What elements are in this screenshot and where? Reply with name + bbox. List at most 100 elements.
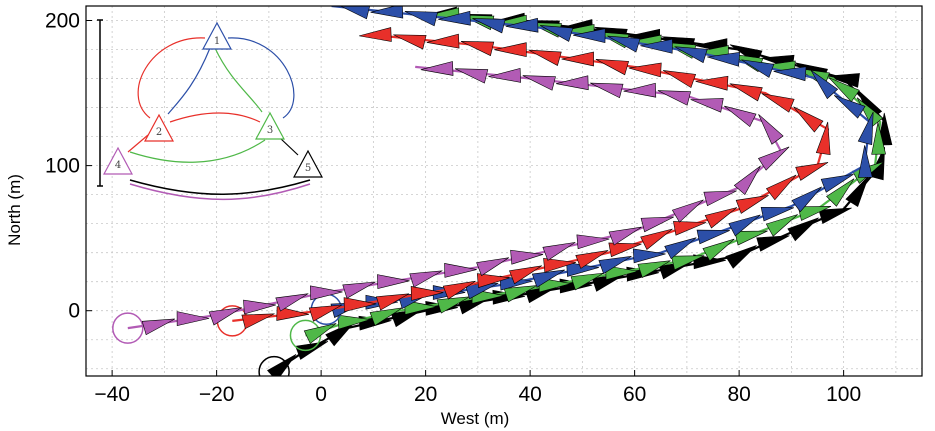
heading-marker xyxy=(725,245,757,269)
heading-marker xyxy=(208,307,242,326)
heading-marker xyxy=(674,46,708,64)
heading-marker xyxy=(608,242,642,258)
heading-marker xyxy=(664,237,697,260)
heading-marker xyxy=(704,207,738,229)
node-3: 3 xyxy=(254,111,286,140)
heading-marker xyxy=(509,265,543,285)
x-tick-label: 20 xyxy=(414,383,437,406)
heading-marker xyxy=(657,90,692,106)
heading-marker xyxy=(426,33,460,49)
heading-marker xyxy=(575,250,609,269)
y-tick-label: 200 xyxy=(45,10,80,33)
heading-marker xyxy=(505,17,539,33)
heading-marker xyxy=(845,175,870,208)
heading-marker xyxy=(454,68,489,84)
heading-marker xyxy=(275,293,309,312)
heading-marker xyxy=(605,265,638,281)
heading-marker xyxy=(343,297,377,312)
x-tick-label: 0 xyxy=(315,383,327,406)
heading-marker xyxy=(815,121,831,155)
node-4-label: 4 xyxy=(115,160,121,171)
heading-marker xyxy=(476,273,510,288)
heading-marker xyxy=(522,75,556,91)
edge-1-2b xyxy=(167,47,211,115)
heading-marker xyxy=(420,61,454,76)
heading-marker xyxy=(662,70,697,89)
heading-marker xyxy=(628,62,662,78)
start-marker xyxy=(258,355,290,376)
heading-marker xyxy=(797,206,832,221)
heading-marker xyxy=(640,38,673,54)
heading-marker xyxy=(707,51,741,67)
heading-marker xyxy=(826,73,860,88)
heading-marker xyxy=(793,106,824,133)
x-tick-label: 40 xyxy=(518,383,541,406)
heading-marker xyxy=(590,82,624,99)
heading-marker xyxy=(561,51,594,67)
heading-marker xyxy=(573,28,606,44)
heading-marker xyxy=(818,207,852,224)
heading-marker xyxy=(375,293,410,311)
grid xyxy=(86,6,922,376)
x-tick-label: −40 xyxy=(94,383,130,406)
heading-marker xyxy=(409,270,443,288)
x-axis-label: West (m) xyxy=(441,409,510,428)
heading-marker xyxy=(632,248,666,264)
heading-marker xyxy=(404,11,438,27)
heading-marker xyxy=(531,269,565,288)
heading-marker xyxy=(640,216,674,233)
edge-1-2 xyxy=(137,37,206,119)
heading-marker xyxy=(623,82,657,98)
heading-marker xyxy=(765,214,798,237)
node-4: 4 xyxy=(102,146,134,175)
heading-marker xyxy=(436,296,470,314)
heading-marker xyxy=(758,146,790,171)
heading-marker xyxy=(703,190,737,207)
heading-marker xyxy=(673,221,707,236)
heading-marker xyxy=(608,226,642,246)
edge-1-3 xyxy=(214,47,263,113)
plot-frame xyxy=(85,5,923,377)
edge-4-5b xyxy=(129,183,311,201)
heading-marker xyxy=(276,306,309,321)
heading-marker xyxy=(342,281,376,299)
y-axis-label: North (m) xyxy=(5,174,24,246)
x-tick-label: −20 xyxy=(199,383,235,406)
heading-marker xyxy=(295,341,329,360)
heading-marker xyxy=(607,35,641,53)
heading-marker xyxy=(472,18,506,34)
heading-marker xyxy=(758,114,784,145)
heading-marker xyxy=(570,272,604,291)
x-tick-label: 60 xyxy=(623,383,646,406)
heading-marker xyxy=(696,229,730,245)
heading-marker xyxy=(857,111,874,146)
heading-marker xyxy=(303,323,337,344)
heading-marker xyxy=(528,49,562,66)
heading-marker xyxy=(510,249,544,265)
heading-marker xyxy=(640,228,673,250)
heading-marker xyxy=(690,98,724,113)
heading-marker xyxy=(494,42,527,58)
heading-marker xyxy=(833,95,866,119)
x-tick-label: 80 xyxy=(727,383,750,406)
heading-marker xyxy=(724,105,757,128)
heading-marker xyxy=(444,263,477,278)
heading-marker xyxy=(671,199,704,223)
network-inset: 1 2 3 4 5 xyxy=(97,19,324,201)
edge-2-3 xyxy=(169,112,261,123)
heading-marker xyxy=(728,214,761,237)
heading-marker xyxy=(310,285,343,301)
heading-marker xyxy=(787,217,819,242)
heading-marker xyxy=(826,178,855,207)
heading-marker xyxy=(810,70,839,100)
start-marker xyxy=(112,312,144,344)
heading-marker xyxy=(734,230,768,246)
edge-3-5 xyxy=(279,137,299,156)
heading-marker xyxy=(543,257,577,273)
heading-marker xyxy=(542,242,576,261)
axis-ticks: −40 −20 0 20 40 60 80 100 0 100 200 xyxy=(45,10,861,406)
heading-marker xyxy=(765,174,797,201)
x-tick-label: 100 xyxy=(826,383,861,406)
heading-marker xyxy=(828,77,860,103)
node-5-label: 5 xyxy=(305,163,311,174)
